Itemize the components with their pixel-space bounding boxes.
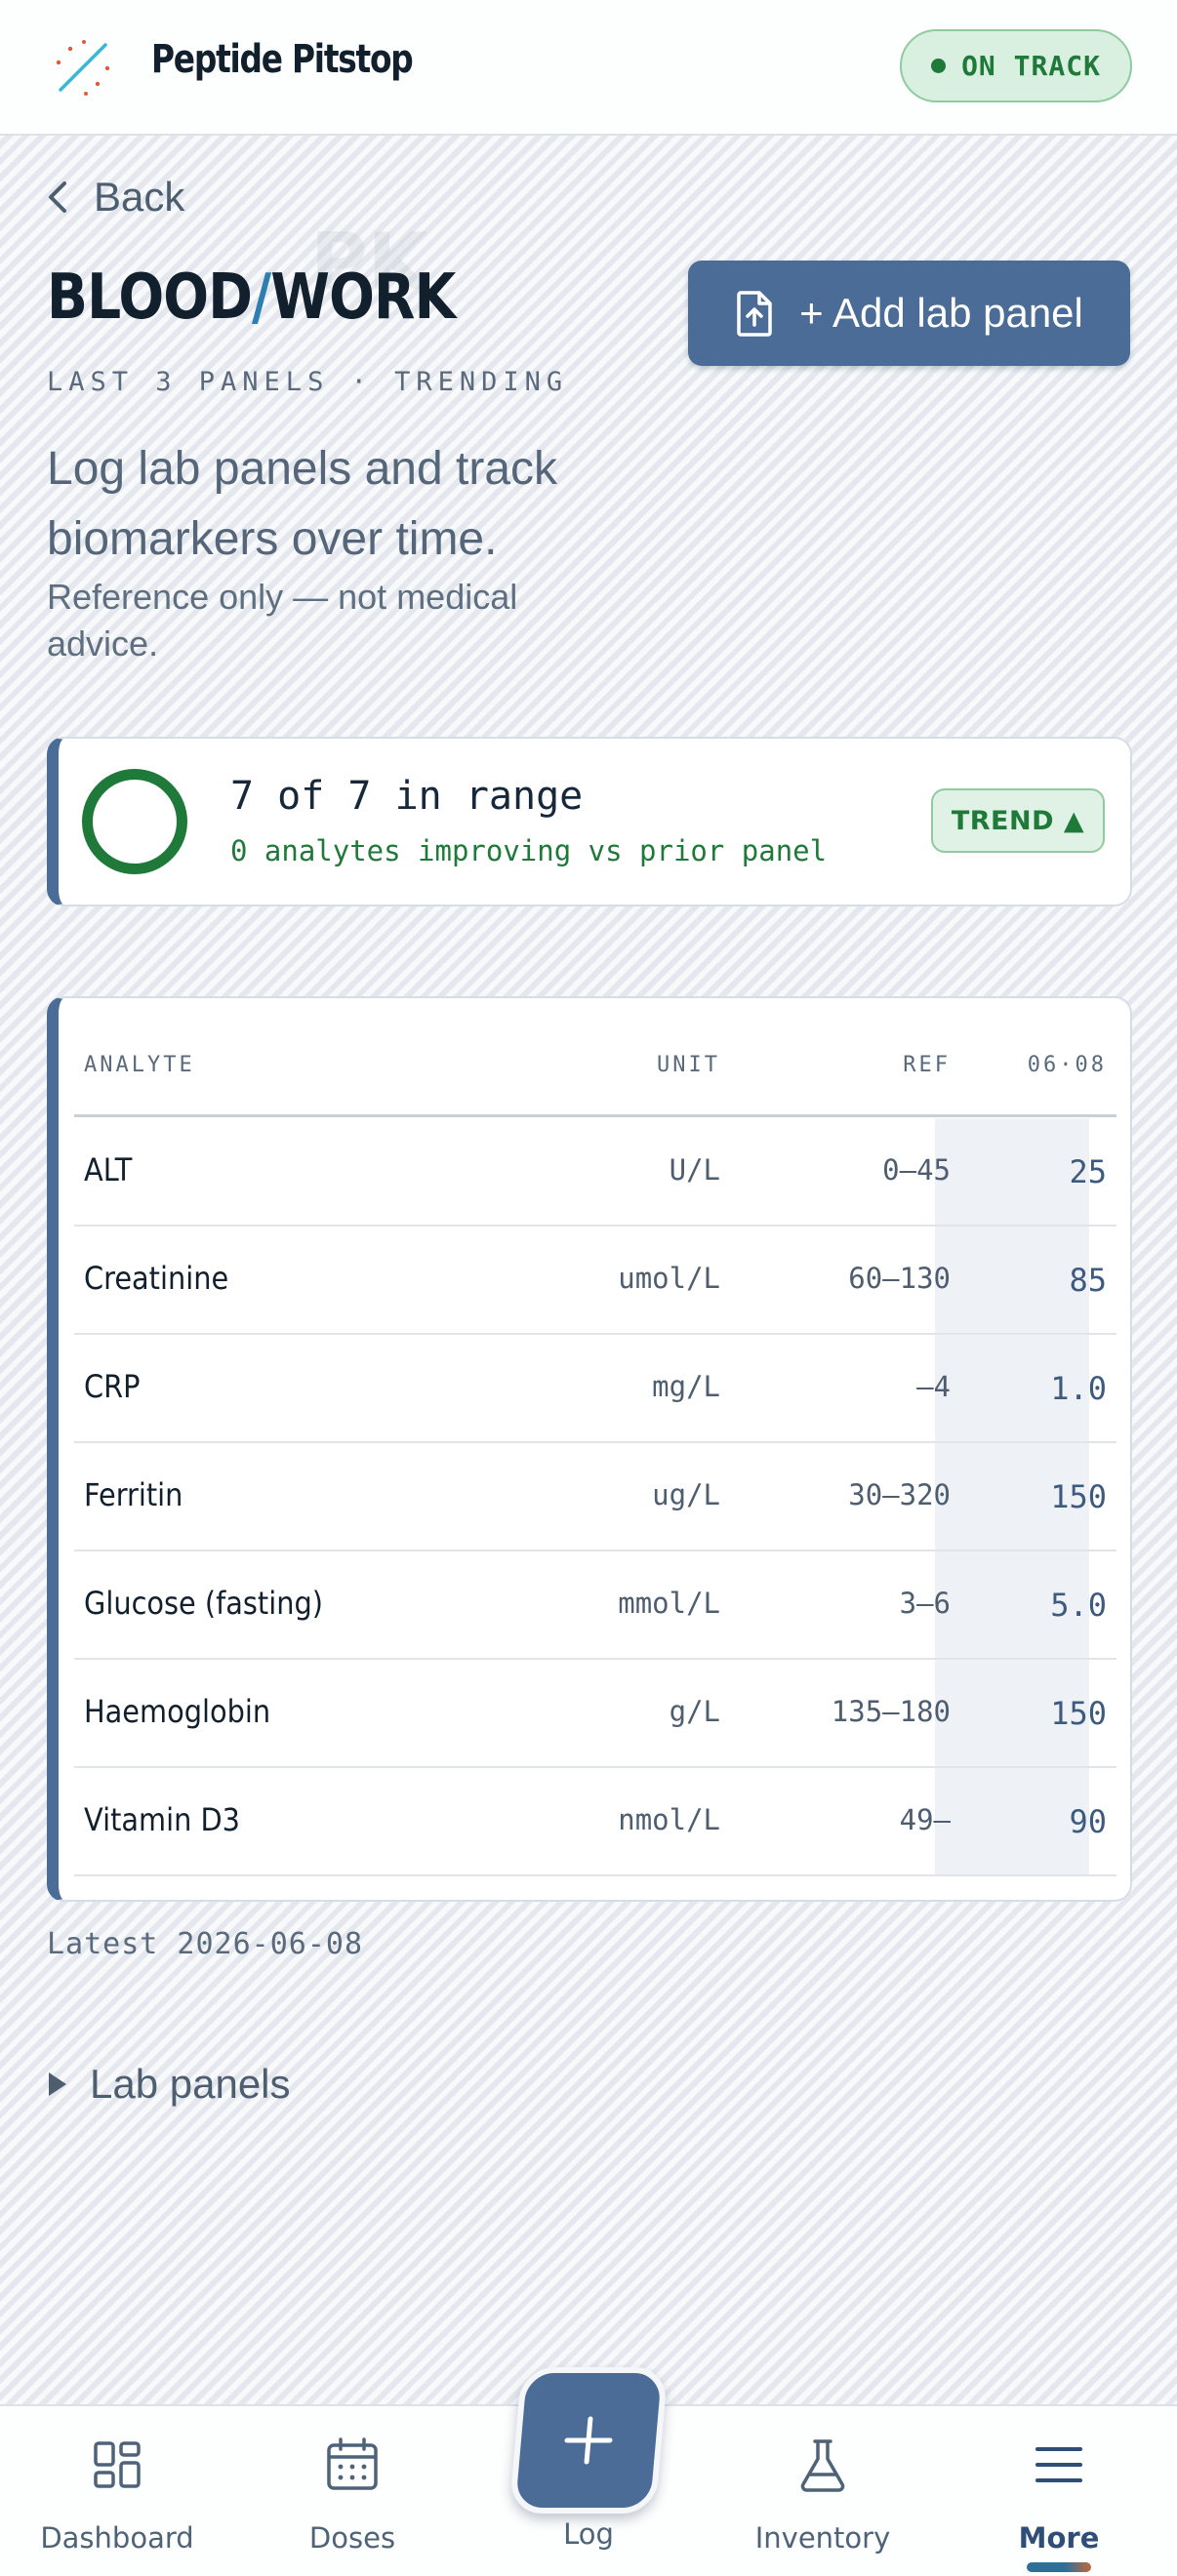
column-header-analyte: ANALYTE xyxy=(84,1053,195,1077)
analyte-name: Ferritin xyxy=(84,1476,183,1513)
analyte-ref: 60–130 xyxy=(848,1262,951,1295)
active-nav-indicator xyxy=(1027,2562,1091,2572)
status-badge[interactable]: ON TRACK xyxy=(900,29,1132,102)
menu-icon xyxy=(1035,2447,1082,2482)
table-row[interactable]: Ferritin ug/L 30–320 150 xyxy=(74,1443,1116,1551)
nav-label-more: More xyxy=(1018,2521,1100,2555)
analyte-ref: 3–6 xyxy=(899,1587,951,1620)
page-description: Log lab panels and track biomarkers over… xyxy=(47,443,558,565)
nav-label-inventory: Inventory xyxy=(754,2521,891,2555)
brand-name: Peptide Pitstop xyxy=(151,37,414,82)
latest-panel-date: Latest 2026-06-08 xyxy=(47,1927,364,1961)
analyte-unit: g/L xyxy=(669,1695,720,1728)
nav-label-dashboard: Dashboard xyxy=(40,2521,194,2555)
status-label: ON TRACK xyxy=(961,50,1101,82)
lab-panels-label: Lab panels xyxy=(90,2061,291,2107)
analyte-value: 5.0 xyxy=(1050,1587,1107,1624)
title-watermark: PK xyxy=(310,217,428,307)
analyte-ref: –4 xyxy=(916,1370,951,1403)
triangle-right-icon xyxy=(49,2073,66,2096)
analyte-unit: nmol/L xyxy=(618,1803,720,1836)
analyte-value: 25 xyxy=(1069,1153,1107,1190)
nav-label-log: Log xyxy=(563,2517,614,2551)
analyte-value: 1.0 xyxy=(1050,1370,1107,1407)
summary-subtitle: 0 analytes improving vs prior panel xyxy=(230,834,828,867)
calendar-icon xyxy=(327,2437,378,2490)
analyte-value: 85 xyxy=(1069,1262,1107,1299)
app-header: Peptide Pitstop ON TRACK xyxy=(0,0,1177,136)
trend-badge[interactable]: TREND ▲ xyxy=(931,788,1105,853)
analyte-unit: mg/L xyxy=(652,1370,720,1403)
table-row[interactable]: Glucose (fasting) mmol/L 3–6 5.0 xyxy=(74,1551,1116,1660)
analyte-name: ALT xyxy=(84,1151,133,1188)
analyte-unit: mmol/L xyxy=(618,1587,720,1620)
nav-item-more[interactable]: More xyxy=(961,2406,1157,2576)
column-header-ref: REF xyxy=(903,1053,951,1077)
nav-item-dashboard[interactable]: Dashboard xyxy=(20,2406,215,2576)
nav-item-doses[interactable]: Doses xyxy=(255,2406,450,2576)
add-lab-panel-label: + Add lab panel xyxy=(799,290,1083,336)
back-label: Back xyxy=(94,174,185,220)
analyte-ref: 0–45 xyxy=(882,1153,951,1187)
nav-item-inventory[interactable]: Inventory xyxy=(725,2406,920,2576)
analyte-name: Vitamin D3 xyxy=(84,1801,240,1838)
table-row[interactable]: Vitamin D3 nmol/L 49– 90 xyxy=(74,1768,1116,1876)
range-summary-card: 7 of 7 in range 0 analytes improving vs … xyxy=(47,737,1132,906)
analyte-name: Creatinine xyxy=(84,1260,229,1297)
latest-column-highlight xyxy=(935,1118,1089,1875)
lab-panels-toggle[interactable]: Lab panels xyxy=(47,2061,291,2108)
column-header-date[interactable]: 06·08 xyxy=(1027,1053,1107,1077)
page-subtitle: LAST 3 PANELS · TRENDING xyxy=(47,367,569,397)
analyte-name: Haemoglobin xyxy=(84,1693,271,1730)
add-lab-panel-button[interactable]: + Add lab panel xyxy=(688,261,1130,366)
analyte-value: 150 xyxy=(1050,1695,1107,1732)
page-title: BLOOD/WORK xyxy=(47,262,456,334)
status-dot-icon xyxy=(931,59,947,73)
analyte-value: 150 xyxy=(1050,1478,1107,1515)
analyte-ref: 135–180 xyxy=(831,1695,951,1728)
file-upload-icon xyxy=(737,291,772,337)
page-title-part1: BLOOD xyxy=(47,262,253,334)
analyte-unit: U/L xyxy=(669,1153,720,1187)
analyte-unit: ug/L xyxy=(652,1478,720,1511)
nav-label-doses: Doses xyxy=(308,2521,396,2555)
sparkle-slash-logo-icon xyxy=(56,40,110,96)
page-title-slash: / xyxy=(252,262,271,334)
log-fab-button[interactable] xyxy=(508,2367,669,2514)
biomarker-table: ANALYTE UNIT REF 06·08 ALT U/L 0–45 25 C… xyxy=(47,996,1132,1902)
summary-title: 7 of 7 in range xyxy=(230,774,584,819)
analyte-name: Glucose (fasting) xyxy=(84,1585,323,1622)
column-header-unit: UNIT xyxy=(657,1053,720,1077)
table-row[interactable]: ALT U/L 0–45 25 xyxy=(74,1118,1116,1227)
back-button[interactable]: Back xyxy=(45,168,184,226)
table-header: ANALYTE UNIT REF 06·08 xyxy=(74,998,1116,1117)
analyte-value: 90 xyxy=(1069,1803,1107,1840)
analyte-name: CRP xyxy=(84,1368,141,1405)
table-row[interactable]: Haemoglobin g/L 135–180 150 xyxy=(74,1660,1116,1768)
table-row[interactable]: CRP mg/L –4 1.0 xyxy=(74,1335,1116,1443)
analyte-ref: 30–320 xyxy=(848,1478,951,1511)
chevron-left-icon xyxy=(49,181,66,213)
plus-icon xyxy=(564,2416,613,2465)
medical-disclaimer: Reference only — not medical advice. xyxy=(47,577,518,664)
dashboard-grid-icon xyxy=(94,2441,141,2488)
flask-icon xyxy=(800,2439,845,2492)
in-range-ring-icon xyxy=(82,769,187,874)
analyte-ref: 49– xyxy=(899,1803,951,1836)
page-title-part2: WORK xyxy=(270,262,456,334)
table-row[interactable]: Creatinine umol/L 60–130 85 xyxy=(74,1227,1116,1335)
analyte-unit: umol/L xyxy=(618,1262,720,1295)
